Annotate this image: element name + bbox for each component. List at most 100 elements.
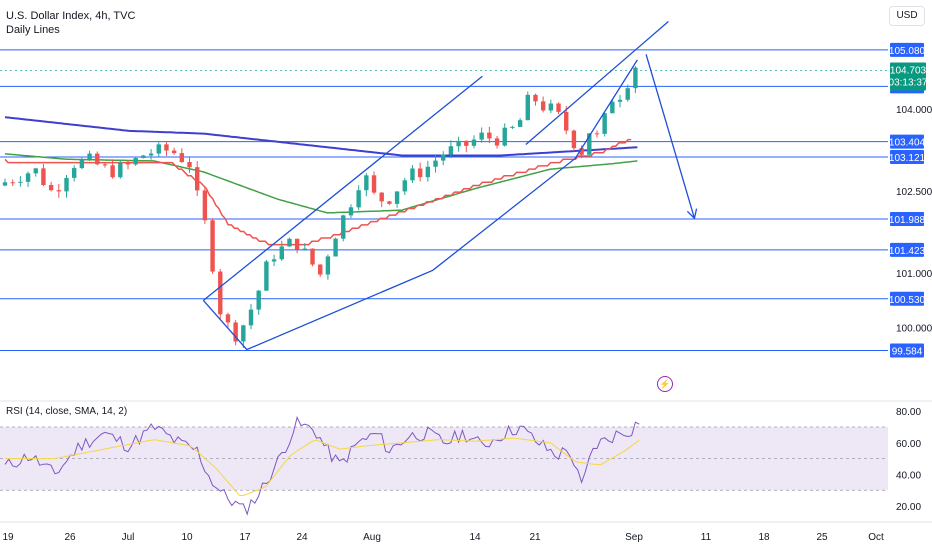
last-price-countdown: 03:13:37 [889,78,928,89]
time-tick: 17 [239,532,251,543]
candle-body [602,113,607,134]
lightning-icon[interactable]: ⚡ [657,376,673,392]
candle-body [471,139,477,146]
sr-label-box [890,42,924,57]
sr-label: 100.530 [889,295,926,306]
time-tick: 14 [469,532,481,543]
candle-body [156,144,161,154]
sr-label: 105.080 [889,46,926,57]
candle-body [79,159,85,169]
candle-body [2,182,8,186]
trend-channel-line [525,21,669,145]
candle-body [210,220,215,272]
candle-body [225,314,231,323]
candle-body [195,167,200,191]
candle-body [448,146,454,155]
candle-body [187,162,192,168]
candle-body [394,191,400,204]
candle-body [18,181,23,183]
moving-average-group [4,116,638,246]
candle-body [125,162,131,165]
candle-body [310,248,315,265]
candle-body [248,309,254,326]
sr-label: 103.121 [889,153,926,164]
candle-body [587,133,592,155]
candle-body [379,192,384,202]
candle-body [371,175,377,193]
rsi-ma-line [5,437,640,497]
candle-body [25,173,31,182]
indicator-label: Daily Lines [6,24,60,36]
candle-body [333,238,338,257]
candle-body [133,158,138,165]
candle-body [441,154,446,161]
candle-body [525,94,530,121]
rsi-label: RSI (14, close, SMA, 14, 2) [6,406,128,417]
time-tick: 11 [701,532,712,543]
time-tick: Aug [363,532,381,543]
candle-body [241,325,246,342]
time-tick: 24 [296,532,308,543]
rsi-group [4,415,640,516]
candle-body [533,94,538,102]
candle-body [48,185,54,191]
candle-body [348,207,354,216]
sr-label-box [890,343,924,358]
candle-body [164,144,169,151]
candle-body [179,153,185,163]
candle-body [287,238,292,247]
sr-label: 103.404 [889,138,926,149]
time-tick: Jul [122,532,135,543]
candle-body [256,290,261,310]
candle-body [487,132,492,139]
time-tick: Sep [625,532,643,543]
candle-body [33,168,38,174]
candle-body [41,168,46,186]
candle-body [95,153,100,165]
rsi-band-group [0,426,888,491]
rsi-tick: 20.00 [896,502,921,513]
candle-body [494,138,500,146]
sr-label-box [890,212,924,227]
support-resistance-group [0,49,888,351]
candle-body [364,175,369,191]
time-tick: 18 [758,532,770,543]
candle-body [148,153,154,156]
moving-average-line [4,116,638,157]
candle-body [464,140,469,146]
price-tick: 102.500 [896,187,932,198]
candle-body [387,201,392,204]
drawings-group [202,21,698,351]
projection-arrow-shaft [645,54,696,219]
candle-body [594,133,600,135]
candle-body [202,190,208,221]
candle-body [325,256,331,275]
candle-body [548,103,554,111]
trend-channel-line [202,59,638,351]
candle-body [579,148,584,155]
currency-button[interactable]: USD [889,6,925,26]
candle-body [318,264,323,275]
candle-body [510,126,515,128]
last-price-box [890,62,926,91]
candle-body [633,67,638,89]
sr-label: 101.423 [889,246,926,257]
moving-average-line [4,138,632,246]
sr-label: 101.988 [889,215,926,226]
candle-body [556,103,561,112]
candle-body [341,215,346,239]
candle-body [564,111,569,131]
candle-body [617,99,623,102]
candle-body [402,180,407,192]
candle-body [625,88,630,100]
candle-body [87,153,92,160]
rsi-tick: 80.00 [896,407,921,418]
time-tick: 21 [529,532,541,543]
candle-body [433,160,438,167]
candles-group [2,66,638,348]
candle-body [271,259,277,262]
candle-body [64,177,69,192]
candle-body [279,246,284,260]
candle-body [118,162,123,178]
